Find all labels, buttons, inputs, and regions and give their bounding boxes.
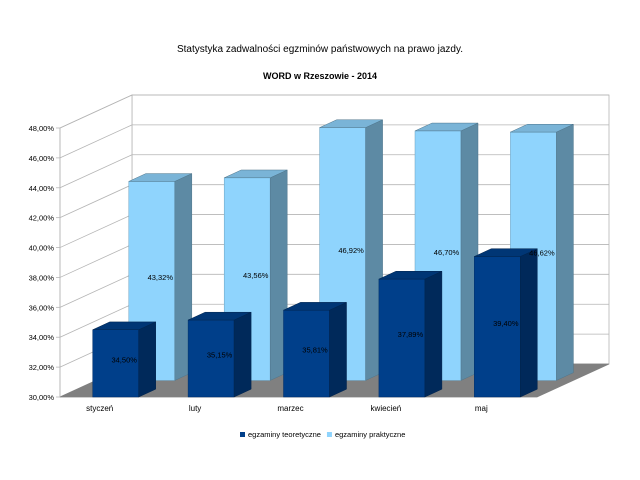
bar-teoretyczne-top (92, 321, 156, 330)
chart-title: Statystyka zadwalności egzminów państwow… (177, 44, 463, 55)
data-label: 35,15% (207, 351, 233, 360)
bar-teoretyczne-side (329, 301, 347, 398)
bar-praktyczne-top (224, 169, 288, 179)
plot-area: 30,00% 32,00% 34,00% 36,00% 38,00% 40,00% 42,0… (29, 94, 610, 413)
bar-teoretyczne-top (283, 302, 347, 311)
bar-praktyczne-side (556, 123, 574, 381)
bar-teoretyczne (378, 270, 443, 398)
x-tick-label: styczeń (86, 404, 113, 413)
bar-teoretyczne (92, 321, 156, 398)
y-tick-label: 44,00% (29, 184, 55, 193)
bar-teoretyczne-side (138, 321, 156, 398)
y-tick-label: 34,00% (29, 333, 55, 342)
legend-label: egzaminy teoretyczne (248, 430, 321, 439)
data-label: 46,92% (338, 246, 364, 255)
bar-teoretyczne-front (92, 329, 139, 398)
bar-teoretyczne (474, 248, 538, 398)
gridline-side (59, 94, 133, 129)
bar-praktyczne-top (510, 124, 574, 133)
data-label: 43,56% (243, 271, 269, 280)
data-label: 34,50% (111, 355, 137, 364)
data-label: 46,62% (529, 248, 555, 257)
data-label: 37,89% (398, 330, 424, 339)
gridline-side (59, 154, 133, 189)
bar-praktyczne-top (128, 173, 192, 182)
y-tick-label: 48,00% (29, 124, 55, 133)
gridline-side (59, 273, 133, 308)
gridline-side (59, 124, 133, 159)
data-label: 43,32% (148, 273, 174, 282)
x-tick-label: kwiecień (371, 404, 402, 413)
x-tick-label: maj (475, 404, 488, 413)
data-label: 39,40% (493, 319, 519, 328)
bar-teoretyczne (283, 301, 347, 398)
bar-teoretyczne (187, 311, 252, 398)
gridline-side (59, 244, 133, 278)
legend-swatch (326, 432, 332, 437)
gridline-side (59, 184, 133, 219)
gridline-side (59, 214, 133, 248)
legend-label: egzaminy praktyczne (335, 430, 405, 439)
bar-teoretyczne-side (233, 311, 252, 398)
y-tick-label: 32,00% (29, 363, 55, 372)
bar-teoretyczne-top (474, 248, 538, 257)
y-tick-label: 40,00% (29, 244, 55, 253)
legend: egzaminy teoretyczne egzaminy praktyczne (240, 430, 405, 439)
data-label: 35,81% (302, 346, 328, 355)
bar-teoretyczne-side (520, 248, 538, 398)
bar-teoretyczne-front (378, 278, 426, 398)
bar-teoretyczne-front (474, 256, 521, 398)
y-tick-label: 30,00% (29, 393, 55, 402)
bar-teoretyczne-side (424, 270, 443, 398)
legend-swatch (240, 432, 245, 437)
bar-praktyczne-top (319, 119, 383, 128)
bar-teoretyczne-top (187, 311, 252, 321)
y-tick-label: 46,00% (29, 154, 55, 163)
bar-praktyczne-top (414, 122, 479, 132)
x-tick-label: marzec (277, 404, 303, 413)
gridline-side (59, 303, 133, 338)
y-tick-label: 42,00% (29, 214, 55, 223)
bar-teoretyczne-front (283, 309, 330, 398)
x-tick-label: luty (189, 404, 201, 413)
bar-teoretyczne-top (378, 271, 443, 280)
y-tick-label: 36,00% (29, 303, 55, 312)
bar-teoretyczne-front (187, 319, 235, 398)
data-label: 46,70% (434, 248, 460, 257)
y-tick-label: 38,00% (29, 273, 55, 282)
chart-subtitle: WORD w Rzeszowie - 2014 (263, 71, 377, 81)
